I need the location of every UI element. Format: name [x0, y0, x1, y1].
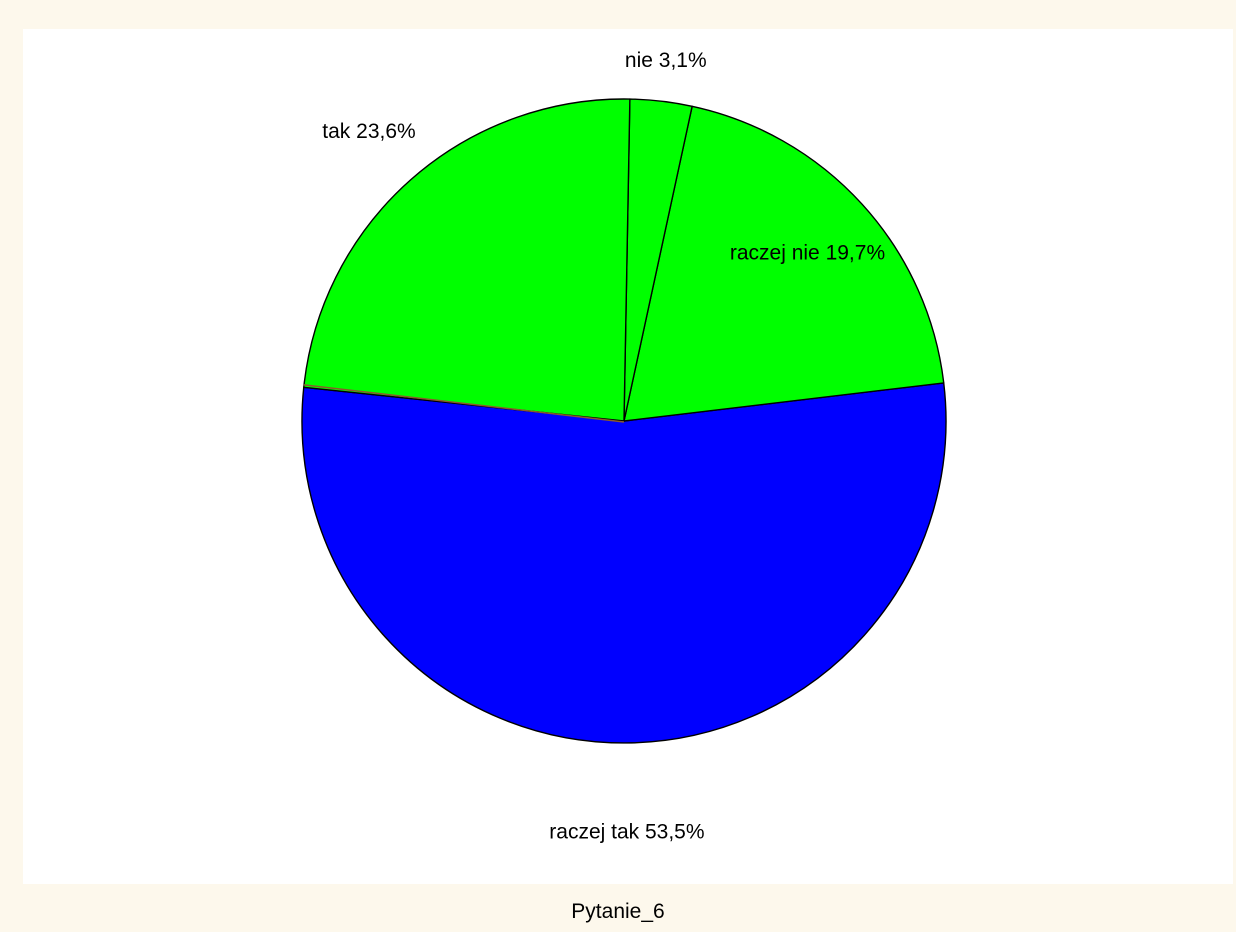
pie-slice-raczej-nie [623, 105, 945, 422]
slice-label-tak: tak 23,6% [322, 120, 415, 143]
pie-chart: raczej tak 53,5% raczej nie 19,7% nie 3,1%… [301, 49, 947, 844]
chart-title: Pytanie_6 [571, 900, 665, 923]
slice-label-raczej-tak: raczej tak 53,5% [549, 821, 704, 844]
slice-separator [303, 384, 625, 423]
plot-area: raczej tak 53,5% raczej nie 19,7% nie 3,1%… [23, 29, 1233, 884]
pie-slice-tak [303, 98, 631, 422]
pie-slice-raczej-tak [301, 382, 947, 744]
slice-label-raczej-nie: raczej nie 19,7% [730, 242, 885, 265]
slice-label-nie: nie 3,1% [625, 49, 707, 72]
pie-slices [301, 98, 947, 744]
pie-labels: raczej tak 53,5% raczej nie 19,7% nie 3,1%… [322, 49, 885, 844]
